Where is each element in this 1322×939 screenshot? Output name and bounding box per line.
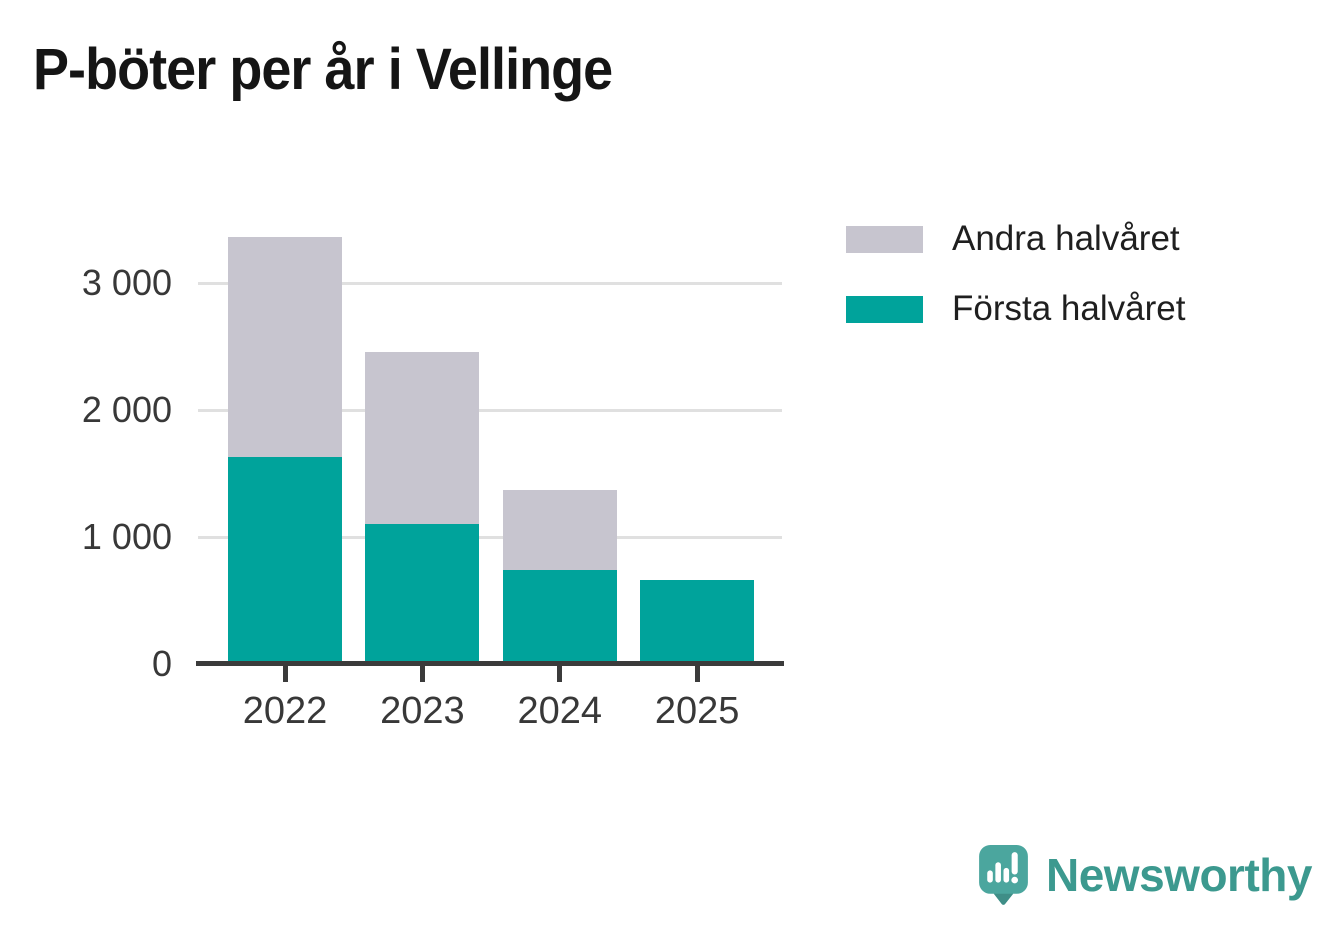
y-tick-dash-3000 xyxy=(198,281,222,285)
newsworthy-logo-icon xyxy=(979,845,1028,905)
x-axis-label-2024: 2024 xyxy=(517,690,603,732)
y-tick-label-0: 0 xyxy=(151,643,172,684)
x-tick-2023 xyxy=(419,666,425,682)
y-tick-label-2000: 2 000 xyxy=(81,389,172,430)
bar-segment-2023-f-rsta-halv-ret xyxy=(365,523,480,661)
bar-segment-2024-f-rsta-halv-ret xyxy=(502,569,617,661)
bar-segment-2024-andra-halv-ret xyxy=(502,489,617,570)
x-axis-label-2025: 2025 xyxy=(654,690,740,732)
bar-segment-2023-andra-halv-ret xyxy=(365,352,480,524)
logo-exclamation-dot xyxy=(1011,876,1018,884)
speech-bubble-tail-shadow xyxy=(993,893,1014,905)
logo-bar-2 xyxy=(995,862,1001,883)
y-tick-dash-2000 xyxy=(198,408,222,412)
branding-wordmark: Newsworthy xyxy=(1046,849,1312,901)
branding-logo: Newsworthy xyxy=(978,844,1312,906)
y-tick-label-3000: 3 000 xyxy=(81,262,172,303)
gridline-2000 xyxy=(222,408,782,412)
bar-segment-2022-f-rsta-halv-ret xyxy=(228,456,342,661)
x-tick-2024 xyxy=(557,666,563,682)
bar-segment-2022-andra-halv-ret xyxy=(228,236,342,457)
chart-title: P-böter per år i Vellinge xyxy=(33,37,613,102)
legend-item-forsta-halvaret: Första halvåret xyxy=(846,289,1185,329)
logo-bar-1 xyxy=(987,870,993,883)
x-axis-label-2023: 2023 xyxy=(380,690,465,732)
x-tick-2022 xyxy=(282,666,288,682)
legend-swatch-andra-halvaret xyxy=(846,225,923,253)
y-tick-dash-1000 xyxy=(198,535,222,539)
legend: Andra halvåret Första halvåret xyxy=(846,219,1185,329)
legend-label-forsta-halvaret: Första halvåret xyxy=(952,289,1186,328)
legend-swatch-forsta-halvaret xyxy=(846,295,923,323)
logo-exclamation-bar xyxy=(1011,852,1018,875)
gridline-1000 xyxy=(222,535,782,539)
logo-bar-3 xyxy=(1003,867,1010,883)
bar-segment-2025-f-rsta-halv-ret xyxy=(640,579,755,661)
legend-item-andra-halvaret: Andra halvåret xyxy=(846,219,1185,259)
gridline-3000 xyxy=(222,281,782,285)
x-axis-line xyxy=(196,661,784,666)
y-tick-label-1000: 1 000 xyxy=(81,516,172,557)
x-axis-label-2022: 2022 xyxy=(242,690,328,732)
x-tick-2025 xyxy=(694,666,700,682)
legend-label-andra-halvaret: Andra halvåret xyxy=(952,219,1180,258)
